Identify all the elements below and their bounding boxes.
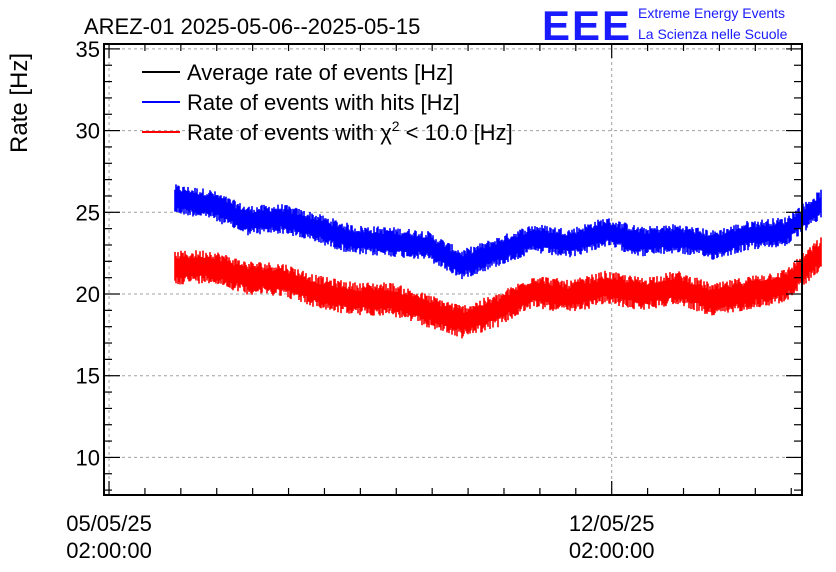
y-axis-label: Rate [Hz] <box>6 53 33 153</box>
x-tick-time-label: 02:00:00 <box>569 538 655 563</box>
series-band-0 <box>174 184 822 280</box>
legend-label-2: Rate of events with χ2 < 10.0 [Hz] <box>187 118 513 145</box>
eee-logo: EEE Extreme Energy Events La Scienza nel… <box>542 2 788 49</box>
logo-line-2: La Scienza nelle Scuole <box>638 26 788 42</box>
series-band-1 <box>174 237 822 339</box>
logo-line-1: Extreme Energy Events <box>638 5 785 21</box>
y-tick-label: 35 <box>76 37 100 62</box>
legend: Average rate of events [Hz] Rate of event… <box>142 60 513 145</box>
x-tick-date-label: 05/05/25 <box>66 511 152 536</box>
y-tick-label: 25 <box>76 200 100 225</box>
x-tick-time-label: 02:00:00 <box>66 538 152 563</box>
plot-series <box>174 184 822 339</box>
chart-title: AREZ-01 2025-05-06--2025-05-15 <box>84 14 420 39</box>
legend-label-0: Average rate of events [Hz] <box>187 60 453 85</box>
y-tick-label: 20 <box>76 282 100 307</box>
y-tick-label: 30 <box>76 119 100 144</box>
axes: 10152025303505/05/2502:00:0012/05/2502:0… <box>66 37 803 563</box>
y-tick-label: 15 <box>76 364 100 389</box>
legend-label-1: Rate of events with hits [Hz] <box>187 90 460 115</box>
plot-frame <box>103 43 803 496</box>
y-tick-label: 10 <box>76 445 100 470</box>
logo-letters: EEE <box>542 2 632 49</box>
x-tick-date-label: 12/05/25 <box>569 511 655 536</box>
